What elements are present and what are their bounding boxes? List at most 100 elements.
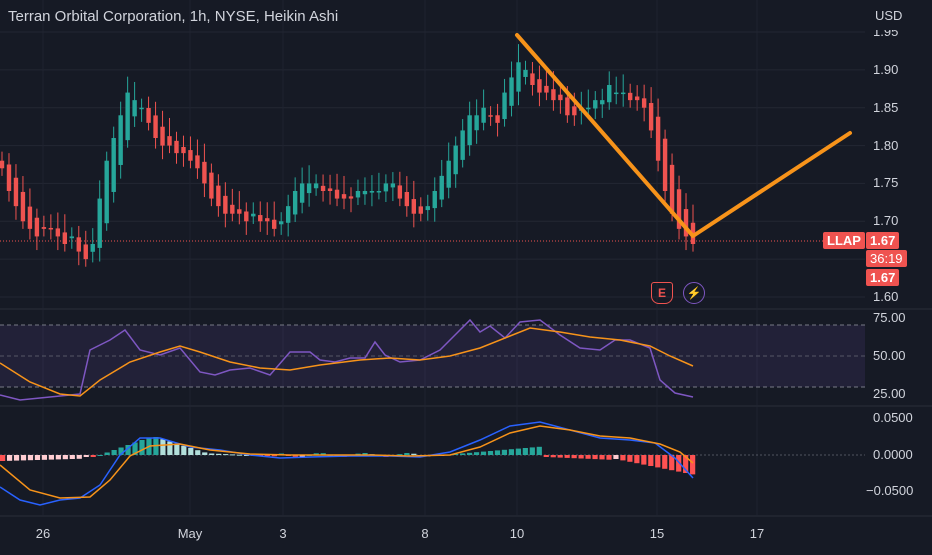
candle-body (509, 77, 514, 106)
candle-body (593, 100, 598, 109)
macd-histogram-bar (662, 455, 668, 469)
macd-histogram-bar (648, 455, 654, 466)
macd-histogram-bar (690, 455, 696, 475)
candle-body (230, 204, 235, 214)
macd-histogram-bar (202, 452, 208, 455)
macd-histogram-bar (90, 455, 96, 457)
candle-body (104, 160, 109, 224)
macd-histogram-bar (634, 455, 640, 464)
macd-histogram-bar (620, 455, 626, 461)
macd-histogram-bar (676, 455, 682, 472)
macd-histogram-bar (125, 445, 131, 455)
lightning-icon[interactable]: ⚡ (683, 282, 705, 304)
last-price-tag: 1.67 (866, 232, 900, 249)
candle-body (655, 116, 661, 161)
time-tick-label: 3 (279, 526, 287, 541)
price-tick-label: 1.90 (873, 61, 899, 77)
macd-histogram-bar (508, 449, 515, 455)
macd-histogram-bar (592, 455, 598, 460)
candle-body (432, 191, 437, 209)
macd-histogram-bar (606, 455, 612, 460)
macd-histogram-bar (466, 452, 473, 455)
macd-histogram-bar (230, 454, 236, 456)
macd-histogram-bar (522, 448, 528, 455)
candle-body (216, 185, 221, 207)
macd-histogram-bar (529, 447, 535, 455)
candle-body (648, 103, 654, 131)
macd-histogram-bar (62, 455, 68, 460)
candle-body (572, 106, 577, 116)
candle-body (118, 115, 123, 165)
macd-histogram-bar (264, 455, 271, 456)
candle-body (20, 191, 26, 222)
macd-histogram-bar (320, 453, 326, 455)
macd-histogram-bar (362, 453, 368, 455)
drawn-trendline[interactable] (515, 33, 852, 238)
macd-histogram-bar (188, 448, 194, 455)
price-tick-label: 1.95 (873, 24, 899, 39)
candle-body (481, 107, 486, 123)
rsi-band (0, 325, 865, 387)
time-tick-label: 17 (749, 526, 765, 541)
macd-histogram-bar (216, 453, 222, 455)
macd-histogram-bar (564, 455, 570, 458)
earnings-icon[interactable]: E (651, 282, 673, 304)
plot-area (0, 0, 865, 550)
currency-label: USD (875, 8, 903, 23)
candle-body (390, 183, 396, 188)
macd-histogram (0, 437, 696, 475)
macd-histogram-bar (585, 455, 591, 459)
macd-histogram-bar (132, 442, 138, 455)
candle-body (41, 227, 47, 229)
macd-histogram-bar (487, 451, 494, 455)
macd-histogram-bar (209, 453, 215, 455)
candle-body (153, 115, 158, 138)
candle-body (188, 150, 193, 161)
candle-body (600, 100, 605, 105)
macd-histogram-bar (104, 452, 110, 455)
macd-histogram-bar (404, 453, 410, 455)
candle-body (244, 211, 249, 222)
gridlines (0, 0, 865, 516)
candle-body (146, 107, 151, 123)
macd-histogram-bar (76, 455, 82, 459)
macd-histogram-bar (118, 447, 124, 455)
candle-body (181, 146, 186, 154)
macd-histogram-bar (453, 454, 459, 455)
macd-histogram-bar (578, 455, 584, 459)
macd-histogram-bar (313, 453, 319, 455)
candle-body (348, 196, 354, 199)
candle-body (551, 89, 556, 101)
macd-histogram-bar (223, 454, 229, 456)
candle-body (383, 183, 389, 192)
candle-body (439, 175, 444, 200)
candle-body (83, 244, 88, 260)
candle-body (355, 191, 361, 198)
candle-body (55, 228, 61, 237)
lightning-label: ⚡ (686, 286, 702, 300)
candle-body (258, 215, 263, 222)
rsi-signal-line (0, 327, 694, 397)
candle-body (488, 115, 493, 117)
price-tick-label: 1.80 (873, 137, 899, 153)
candle-body (6, 164, 12, 191)
candle-body (125, 92, 130, 141)
candle-body (362, 191, 368, 195)
candle-body (13, 177, 19, 207)
macd-histogram-bar (139, 440, 145, 455)
candle-body (209, 172, 214, 199)
countdown-tag: 36:19 (866, 250, 907, 267)
candle-body (48, 227, 54, 230)
candle-body (607, 85, 612, 103)
rsi-line (0, 318, 694, 401)
candle-body (139, 107, 144, 110)
candle-body (34, 217, 40, 237)
macd-histogram-bar (480, 451, 487, 455)
candle-body (453, 145, 458, 175)
macd-histogram-bar (473, 452, 480, 455)
candle-body (425, 206, 430, 211)
candle-body (132, 100, 137, 117)
candle-body (467, 115, 472, 146)
